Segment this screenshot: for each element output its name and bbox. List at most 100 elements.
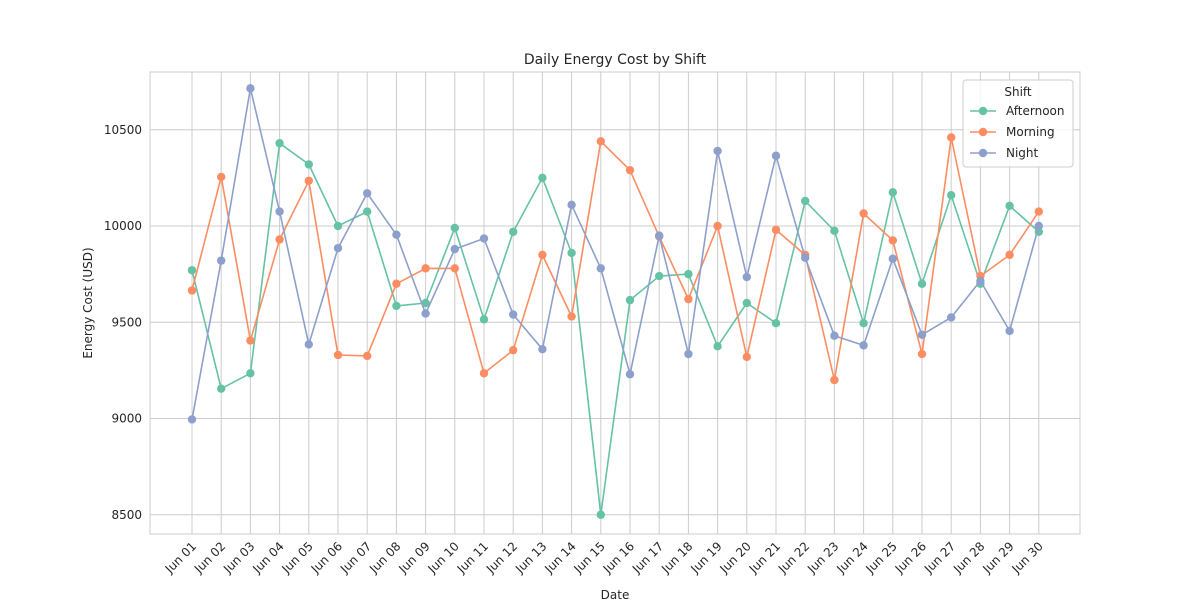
morning-point (304, 176, 313, 185)
afternoon-point (947, 191, 956, 200)
night-point (217, 256, 226, 265)
morning-point (771, 225, 781, 235)
morning-point (888, 236, 897, 245)
morning-point (538, 250, 547, 260)
night-point (801, 253, 810, 262)
x-tick-label: Jun 17 (629, 539, 666, 576)
afternoon-point (363, 207, 372, 216)
morning-point (1005, 250, 1014, 260)
afternoon-point (421, 298, 430, 308)
afternoon-point (859, 319, 868, 328)
night-point (450, 244, 459, 254)
y-tick-label: 9500 (111, 315, 142, 329)
morning-line (191, 136, 1040, 381)
x-tick-label: Jun 16 (600, 539, 637, 576)
night-point (333, 243, 343, 253)
morning-point (333, 350, 343, 360)
afternoon-point (187, 266, 197, 275)
x-tick-label: Jun 20 (717, 539, 754, 576)
x-tick-label: Jun 15 (571, 539, 608, 576)
afternoon-point (742, 298, 751, 308)
morning-point (392, 279, 401, 288)
morning-point (450, 264, 459, 273)
x-tick-label: Jun 11 (454, 539, 491, 576)
afternoon-point (684, 269, 693, 279)
x-tick-label: Jun 21 (746, 539, 783, 576)
x-tick-label: Jun 07 (337, 539, 374, 576)
afternoon-point (917, 279, 927, 288)
morning-point (859, 209, 868, 218)
night-line (191, 87, 1040, 420)
afternoon-point (771, 319, 781, 328)
morning-point (713, 221, 722, 231)
night-point (1034, 221, 1044, 231)
afternoon-point (801, 196, 810, 206)
x-axis-title: Date (601, 588, 630, 600)
afternoon-point (392, 301, 401, 311)
x-tick-label: Jun 05 (279, 539, 316, 576)
night-point (479, 234, 489, 243)
afternoon-point (304, 160, 313, 169)
y-tick-label: 8500 (111, 508, 142, 522)
night-point (275, 207, 284, 216)
morning-point (421, 264, 430, 273)
morning-point (684, 294, 693, 304)
legend-night-marker (978, 148, 988, 158)
y-axis-title: Energy Cost (USD) (81, 247, 95, 358)
morning-point (830, 375, 839, 385)
x-tick-label: Jun 29 (979, 539, 1016, 576)
morning-point (509, 345, 518, 355)
legend-night-label: Night (1006, 146, 1039, 160)
afternoon-point (625, 295, 635, 305)
legend: Shift Afternoon Morning Night (962, 79, 1074, 168)
x-tick-label: Jun 25 (863, 539, 900, 576)
x-tick-label: Jun 19 (687, 539, 724, 576)
night-point (771, 151, 781, 160)
morning-point (596, 137, 605, 146)
y-axis-ticks: 8500 9000 9500 10000 10500 (104, 123, 142, 522)
plot-frame (149, 71, 1081, 535)
afternoon-point (275, 139, 284, 148)
x-tick-label: Jun 02 (191, 539, 228, 576)
chart-title: Daily Energy Cost by Shift (524, 52, 707, 68)
night-point (596, 264, 605, 273)
afternoon-point (538, 173, 547, 183)
series-night (187, 84, 1044, 424)
night-point (888, 254, 897, 263)
x-tick-label: Jun 18 (658, 539, 695, 576)
morning-point (917, 349, 927, 359)
afternoon-point (1005, 201, 1014, 210)
y-tick-label: 10500 (104, 123, 142, 137)
night-point (684, 349, 693, 359)
night-point (830, 331, 839, 340)
night-point (509, 310, 518, 319)
afternoon-point (450, 223, 459, 233)
morning-point (625, 165, 635, 175)
afternoon-point (655, 271, 664, 281)
night-point (421, 309, 430, 318)
afternoon-point (333, 221, 343, 231)
night-point (187, 415, 197, 424)
afternoon-point (830, 226, 839, 236)
legend-afternoon-marker (978, 106, 988, 116)
afternoon-point (509, 227, 518, 236)
legend-morning-label: Morning (1006, 125, 1055, 139)
afternoon-point (713, 342, 722, 351)
x-tick-label: Jun 12 (483, 539, 520, 576)
night-point (655, 231, 664, 240)
x-tick-label: Jun 14 (541, 539, 578, 576)
x-tick-label: Jun 22 (775, 539, 812, 576)
morning-point (275, 235, 284, 244)
x-tick-label: Jun 24 (833, 539, 870, 576)
night-point (625, 370, 635, 379)
night-point (859, 341, 868, 350)
y-tick-label: 10000 (104, 219, 142, 233)
morning-point (217, 172, 226, 182)
morning-point (1034, 207, 1044, 216)
night-point (392, 230, 401, 239)
x-tick-label: Jun 30 (1009, 539, 1046, 576)
plot-area (150, 72, 1080, 534)
morning-point (246, 336, 255, 345)
